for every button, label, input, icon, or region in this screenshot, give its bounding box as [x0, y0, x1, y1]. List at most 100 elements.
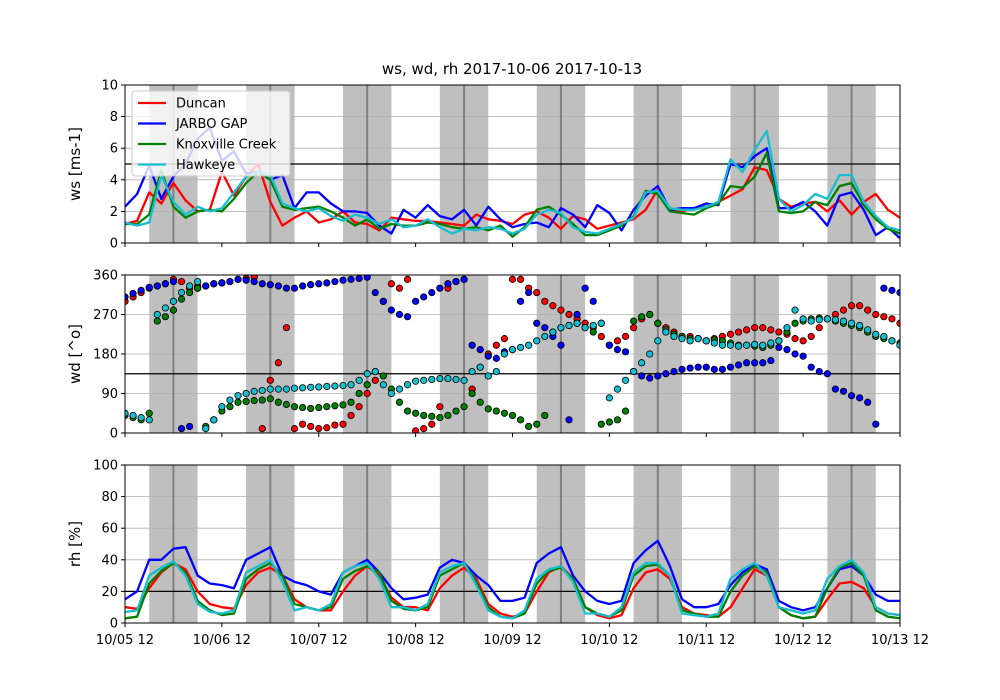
- data-point: [573, 319, 581, 327]
- y-tick-label: 0: [110, 427, 118, 442]
- panels: 0 2 4 6 8 10 ws [ms-1] 0 90 180 270 360 wd [^o] 0 20 40…: [66, 79, 929, 649]
- data-point: [581, 284, 589, 292]
- data-point: [307, 404, 315, 413]
- data-point: [282, 284, 291, 292]
- data-point: [169, 277, 178, 286]
- data-point: [218, 279, 226, 287]
- data-point: [775, 337, 783, 345]
- data-point: [412, 377, 420, 385]
- data-point: [694, 363, 702, 371]
- y-tick-label: 2: [110, 205, 118, 220]
- data-point: [500, 335, 509, 343]
- data-point: [145, 416, 153, 424]
- data-point: [654, 372, 662, 380]
- data-point: [718, 341, 726, 349]
- data-point: [299, 282, 307, 290]
- data-point: [234, 398, 242, 406]
- data-point: [533, 319, 541, 327]
- data-point: [436, 414, 444, 422]
- data-point: [613, 416, 622, 424]
- series-line-hawkeye: [125, 558, 900, 620]
- data-point: [791, 319, 799, 327]
- data-point: [743, 341, 751, 349]
- data-point: [743, 359, 751, 367]
- data-point: [339, 381, 347, 390]
- data-point: [888, 337, 896, 345]
- data-point: [864, 398, 872, 406]
- data-point: [403, 275, 412, 283]
- data-point: [468, 341, 476, 349]
- data-point: [169, 306, 178, 314]
- data-point: [315, 280, 323, 288]
- data-point: [323, 279, 331, 287]
- panel-1: 0 90 180 270 360 wd [^o]: [66, 269, 901, 442]
- data-point: [299, 384, 307, 392]
- data-point: [516, 275, 525, 283]
- data-point: [323, 382, 331, 391]
- data-point: [436, 374, 444, 383]
- data-point: [856, 302, 864, 310]
- data-point: [484, 405, 492, 413]
- data-point: [177, 277, 186, 286]
- data-point: [508, 275, 517, 283]
- y-tick-label: 100: [93, 459, 118, 474]
- data-point: [516, 297, 525, 305]
- data-point: [403, 381, 412, 389]
- data-point: [525, 288, 533, 297]
- data-point: [759, 341, 767, 349]
- data-point: [864, 326, 872, 334]
- data-point: [694, 335, 702, 343]
- data-point: [678, 365, 686, 373]
- data-point: [412, 427, 420, 433]
- y-axis-label: wd [^o]: [66, 324, 84, 384]
- data-point: [290, 284, 299, 292]
- y-tick-label: 60: [101, 522, 118, 537]
- data-point: [129, 289, 137, 298]
- data-point: [282, 324, 291, 332]
- chart-title: ws, wd, rh 2017-10-06 2017-10-13: [382, 60, 642, 78]
- data-point: [444, 280, 452, 288]
- data-point: [177, 295, 186, 303]
- data-point: [500, 409, 509, 417]
- data-point: [751, 340, 759, 348]
- data-point: [581, 324, 589, 332]
- data-point: [452, 277, 460, 286]
- data-point: [533, 288, 541, 297]
- data-point: [355, 275, 363, 283]
- data-point: [621, 332, 630, 341]
- data-point: [726, 363, 735, 371]
- data-point: [621, 376, 630, 384]
- data-point: [194, 277, 202, 286]
- data-point: [460, 403, 468, 411]
- data-point: [751, 324, 759, 332]
- data-point: [573, 310, 581, 319]
- plot-area: [125, 465, 900, 623]
- data-point: [726, 341, 735, 349]
- data-point: [153, 317, 161, 325]
- data-point: [783, 324, 791, 332]
- y-tick-label: 4: [110, 173, 118, 188]
- data-point: [355, 403, 363, 411]
- data-point: [710, 365, 718, 373]
- data-point: [734, 342, 743, 350]
- data-point: [646, 310, 654, 319]
- data-point: [339, 276, 347, 284]
- data-point: [767, 326, 775, 334]
- data-point: [831, 316, 840, 324]
- data-point: [516, 343, 525, 352]
- data-point: [880, 284, 888, 292]
- data-point: [323, 424, 331, 432]
- data-point: [533, 337, 541, 345]
- data-point: [726, 330, 735, 338]
- data-point: [266, 376, 274, 384]
- data-point: [847, 319, 856, 327]
- data-point: [492, 407, 500, 415]
- data-point: [686, 337, 694, 345]
- data-point: [654, 319, 662, 327]
- data-point: [266, 281, 274, 289]
- legend-label: Knoxville Creek: [176, 138, 277, 153]
- series-line-jarbo-gap: [125, 539, 900, 612]
- data-point: [654, 337, 662, 345]
- data-point: [605, 394, 613, 402]
- data-point: [363, 389, 371, 398]
